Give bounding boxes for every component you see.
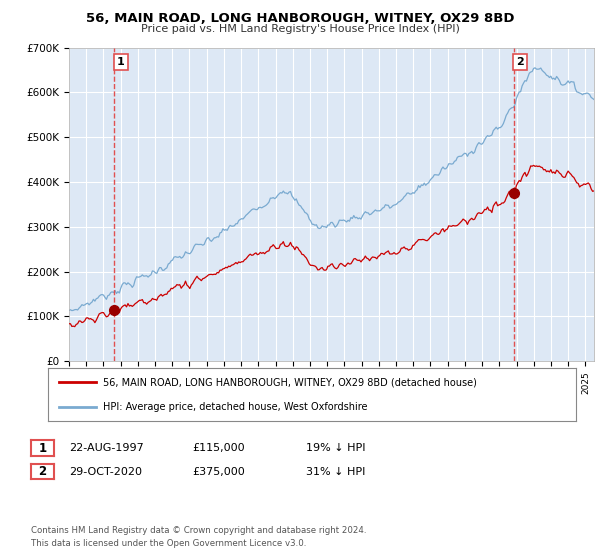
Text: £375,000: £375,000 (192, 466, 245, 477)
Text: 2: 2 (516, 57, 524, 67)
Text: 1: 1 (117, 57, 125, 67)
Text: 31% ↓ HPI: 31% ↓ HPI (306, 466, 365, 477)
Text: Contains HM Land Registry data © Crown copyright and database right 2024.
This d: Contains HM Land Registry data © Crown c… (31, 526, 367, 548)
Text: 1: 1 (38, 441, 47, 455)
Text: £115,000: £115,000 (192, 443, 245, 453)
Text: 29-OCT-2020: 29-OCT-2020 (69, 466, 142, 477)
Text: 19% ↓ HPI: 19% ↓ HPI (306, 443, 365, 453)
Text: 22-AUG-1997: 22-AUG-1997 (69, 443, 144, 453)
Text: 56, MAIN ROAD, LONG HANBOROUGH, WITNEY, OX29 8BD (detached house): 56, MAIN ROAD, LONG HANBOROUGH, WITNEY, … (103, 377, 478, 388)
Text: 56, MAIN ROAD, LONG HANBOROUGH, WITNEY, OX29 8BD: 56, MAIN ROAD, LONG HANBOROUGH, WITNEY, … (86, 12, 514, 25)
Text: Price paid vs. HM Land Registry's House Price Index (HPI): Price paid vs. HM Land Registry's House … (140, 24, 460, 34)
Text: HPI: Average price, detached house, West Oxfordshire: HPI: Average price, detached house, West… (103, 402, 368, 412)
Text: 2: 2 (38, 465, 47, 478)
